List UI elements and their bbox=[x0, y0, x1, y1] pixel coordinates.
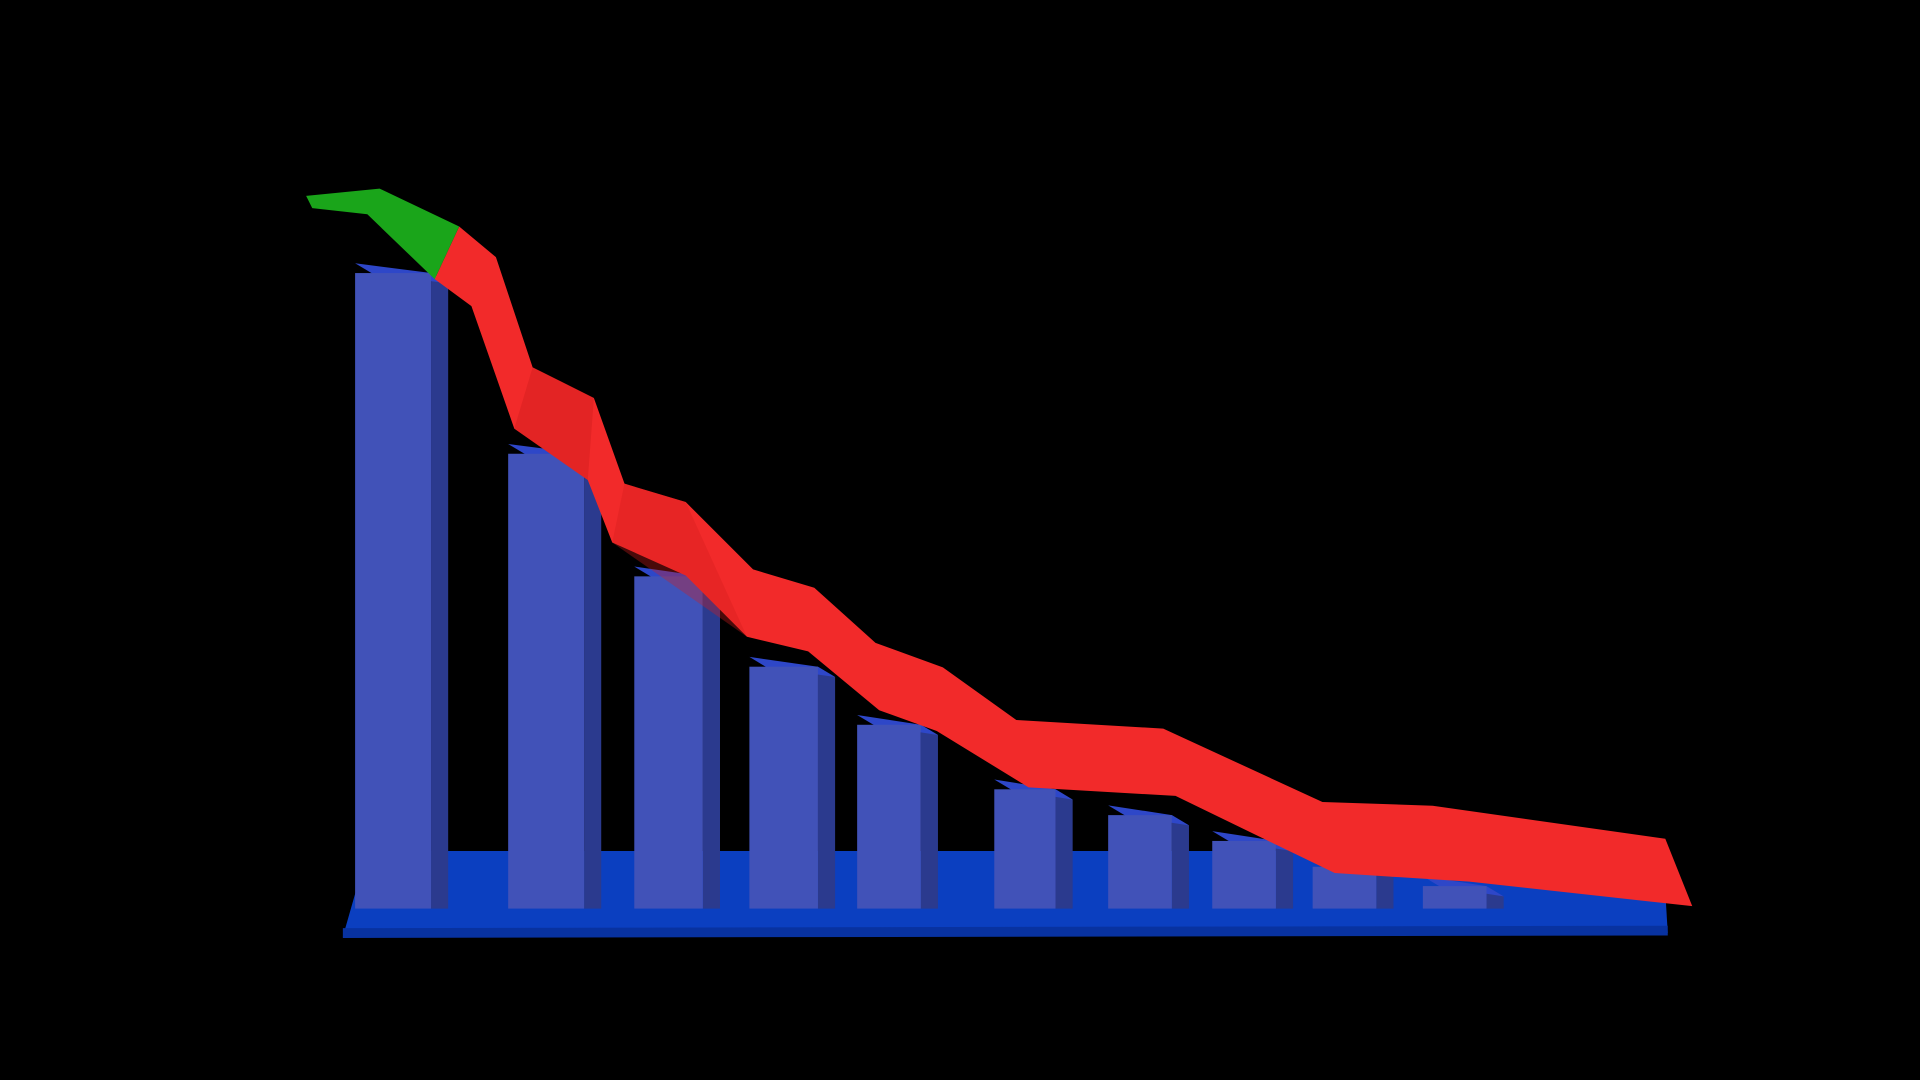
bar bbox=[1212, 840, 1276, 909]
bar-side bbox=[431, 273, 449, 909]
bar-side bbox=[920, 724, 938, 909]
base-edge bbox=[342, 925, 1668, 938]
bar bbox=[857, 724, 921, 909]
bar bbox=[1108, 815, 1172, 909]
bar bbox=[355, 273, 432, 909]
ribbon-shade bbox=[612, 483, 747, 637]
bar bbox=[1422, 886, 1487, 909]
ribbon-tip bbox=[306, 188, 460, 280]
bar-side bbox=[1275, 840, 1294, 909]
bar-side bbox=[584, 453, 602, 909]
bar bbox=[749, 666, 818, 909]
bar-side bbox=[817, 666, 836, 909]
bar-side bbox=[1055, 789, 1073, 909]
bar-side bbox=[1376, 866, 1394, 909]
bar bbox=[994, 789, 1056, 909]
trend-ribbon bbox=[434, 226, 1693, 907]
ribbon-shade bbox=[514, 367, 594, 480]
bars bbox=[355, 263, 1504, 909]
bar bbox=[634, 576, 703, 909]
bar-side bbox=[1171, 815, 1189, 909]
bar bbox=[508, 453, 585, 909]
bar-side bbox=[702, 576, 720, 909]
